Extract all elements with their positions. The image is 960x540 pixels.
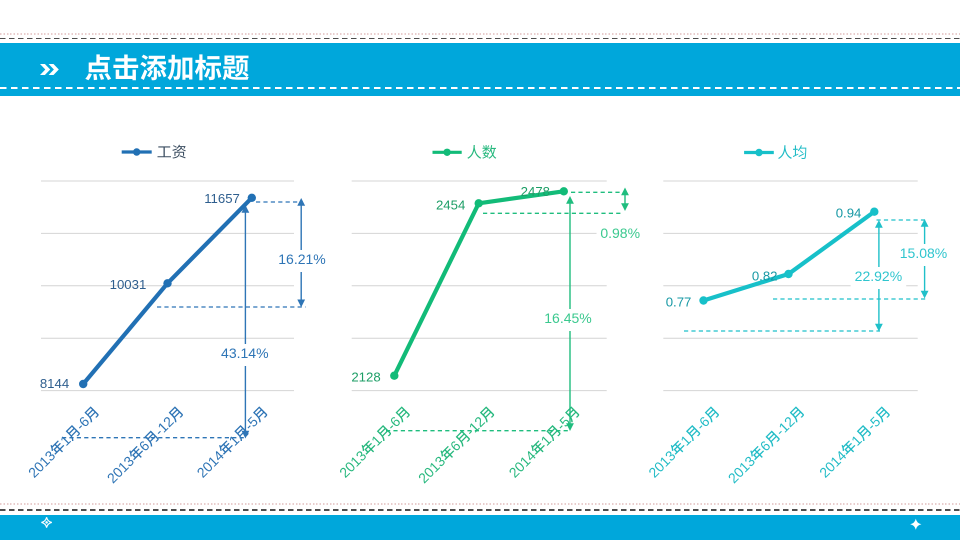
svg-text:0.94: 0.94 bbox=[836, 205, 862, 220]
svg-text:0.77: 0.77 bbox=[666, 294, 692, 309]
svg-text:15.08%: 15.08% bbox=[900, 245, 947, 261]
svg-text:10031: 10031 bbox=[110, 277, 147, 292]
svg-text:2128: 2128 bbox=[351, 369, 380, 384]
svg-text:11657: 11657 bbox=[204, 191, 240, 206]
svg-text:0.98%: 0.98% bbox=[600, 225, 640, 241]
svg-text:16.45%: 16.45% bbox=[544, 310, 591, 326]
svg-text:8144: 8144 bbox=[40, 376, 69, 391]
svg-text:43.14%: 43.14% bbox=[221, 345, 268, 361]
svg-text:16.21%: 16.21% bbox=[278, 251, 325, 267]
svg-text:2478: 2478 bbox=[521, 184, 550, 199]
svg-text:0.82: 0.82 bbox=[752, 269, 778, 284]
svg-text:2454: 2454 bbox=[436, 197, 465, 212]
svg-text:22.92%: 22.92% bbox=[855, 268, 902, 284]
